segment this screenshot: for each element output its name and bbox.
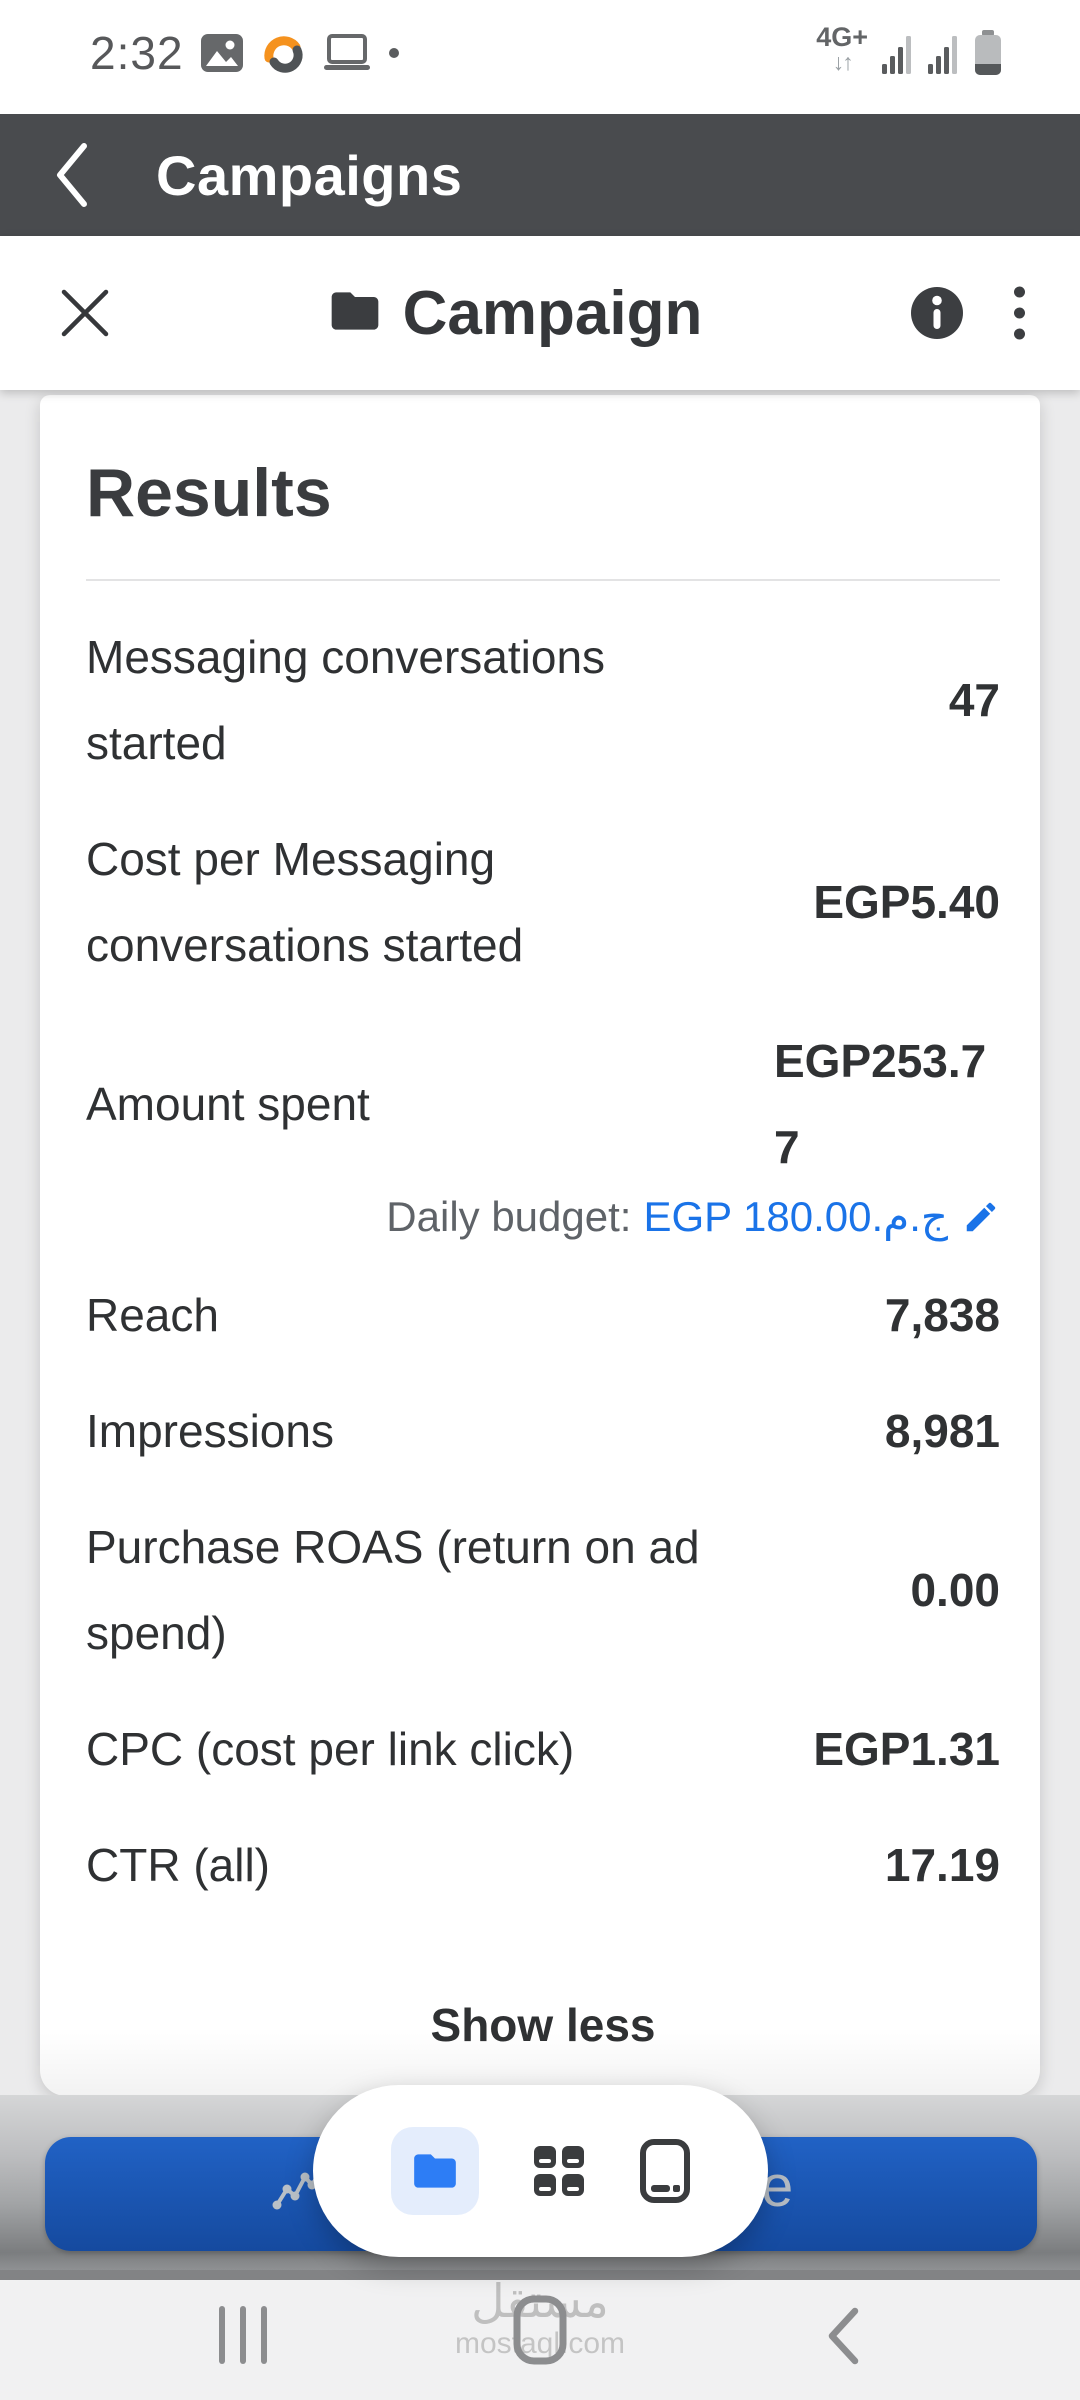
metric-row-reach: Reach 7,838 (86, 1257, 1000, 1373)
metric-label: CTR (all) (86, 1839, 270, 1891)
swirl-app-icon (260, 30, 306, 76)
divider (86, 579, 1000, 581)
content-area: Results Messaging conversations started … (0, 390, 1080, 2096)
back-chevron-icon[interactable] (52, 140, 92, 210)
photo-icon (200, 33, 244, 73)
app-header: Campaigns (0, 114, 1080, 236)
nav-divider (0, 2270, 1080, 2280)
metric-label: Amount spent (86, 1078, 370, 1130)
kebab-menu-icon[interactable] (1013, 284, 1026, 342)
results-card: Results Messaging conversations started … (40, 395, 1040, 2096)
app-grid-icon[interactable] (531, 2143, 587, 2199)
metric-label: Purchase ROAS (return on ad spend) (86, 1521, 700, 1659)
metric-row-impressions: Impressions 8,981 (86, 1373, 1000, 1489)
info-icon[interactable] (909, 285, 965, 341)
metric-row-cpc: CPC (cost per link click) EGP1.31 (86, 1691, 1000, 1807)
home-icon[interactable] (512, 2294, 568, 2371)
battery-icon (974, 30, 1002, 76)
close-icon[interactable] (56, 284, 120, 342)
metric-row-cost-per-conversation: Cost per Messaging conversations started… (86, 801, 1000, 1003)
metric-value: EGP1.31 (813, 1723, 1000, 1775)
clock: 2:32 (90, 27, 184, 79)
daily-budget-line: Daily budget: EGP 180.00.ج.م (86, 1190, 1000, 1257)
recents-icon[interactable] (217, 2304, 269, 2371)
metric-value: 17.19 (884, 1839, 1000, 1891)
signal-bars-icon-2 (928, 34, 960, 76)
daily-budget-label: Daily budget: (386, 1192, 632, 1240)
watermark-domain: mostaql.com (454, 2326, 626, 2360)
show-less-button[interactable]: Show less (430, 1999, 656, 2051)
floating-toolbar-pill (313, 2085, 768, 2257)
metric-label: Impressions (86, 1405, 334, 1457)
metric-label: Messaging conversations started (86, 631, 606, 769)
metric-label: Cost per Messaging conversations started (86, 833, 524, 971)
metric-value: 8,981 (884, 1405, 1000, 1457)
network-type-indicator: 4G+ ↓↑ (816, 22, 868, 75)
folder-icon (327, 283, 383, 344)
metric-value: 7,838 (884, 1289, 1000, 1341)
edit-pencil-icon[interactable] (962, 1198, 1000, 1236)
status-right-cluster: 4G+ ↓↑ (816, 24, 1002, 76)
campaign-title-group: Campaign (120, 278, 909, 349)
metric-row-messaging-conversations: Messaging conversations started 47 (86, 599, 1000, 801)
campaign-header: Campaign (0, 236, 1080, 390)
metric-value: EGP5.40 (813, 876, 1000, 928)
laptop-icon (322, 33, 372, 73)
metric-row-amount-spent: Amount spent EGP253.77 (86, 1003, 1000, 1190)
results-heading: Results (86, 455, 332, 531)
signal-bars-icon-1 (882, 34, 914, 76)
metric-row-purchase-roas: Purchase ROAS (return on ad spend) 0.00 (86, 1489, 1000, 1691)
metric-row-ctr: CTR (all) 17.19 (86, 1807, 1000, 1923)
daily-budget-value[interactable]: EGP 180.00.ج.م (643, 1193, 948, 1240)
status-bar: 2:32 4G+ ↓↑ (0, 0, 1080, 114)
metric-label: Reach (86, 1289, 219, 1341)
metric-label: CPC (cost per link click) (86, 1723, 575, 1775)
notification-dot (388, 47, 400, 59)
folder-tab-selected[interactable] (390, 2127, 479, 2215)
status-left-cluster: 2:32 (90, 26, 400, 80)
metric-value: 0.00 (910, 1564, 1000, 1616)
page-title: Campaigns (156, 143, 463, 207)
campaign-title: Campaign (402, 278, 703, 348)
metric-value: 47 (948, 674, 1000, 726)
navigation-bar: مستقل mostaql.com (0, 2276, 1080, 2400)
back-icon[interactable] (824, 2306, 862, 2371)
metric-value: EGP253.77 (774, 1035, 987, 1173)
tablet-device-icon[interactable] (639, 2138, 691, 2204)
